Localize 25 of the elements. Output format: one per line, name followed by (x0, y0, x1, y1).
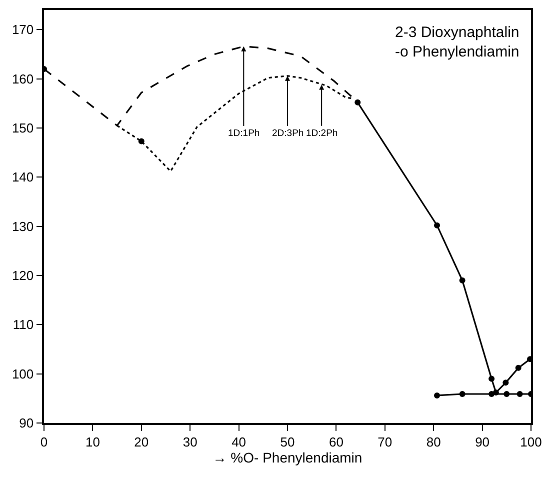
annotation: 1D:1Ph (228, 128, 260, 139)
y-tick-label: 150 (12, 120, 34, 136)
y-tick-label: 170 (12, 22, 34, 38)
x-tick-label: 30 (182, 434, 198, 450)
y-tick-label: 110 (12, 317, 34, 332)
annotation: 2D:3Ph (272, 128, 304, 139)
x-axis-title: → %O- Phenylendiamin (212, 449, 362, 466)
annotation: 1D:2Ph (306, 128, 338, 139)
y-tick-label: 140 (12, 170, 34, 185)
x-tick-label: 10 (85, 434, 100, 450)
x-tick-label: 50 (280, 434, 295, 450)
x-tick-label: 0 (40, 434, 48, 450)
y-tick-label: 160 (12, 71, 34, 86)
x-tick-label: 20 (134, 434, 149, 450)
x-tick-label: 90 (475, 434, 490, 450)
text: 2-3 Dioxynaphtalin -o Phenylendiamin (395, 24, 520, 60)
x-tick-label: 40 (232, 434, 246, 450)
x-tick-label: 60 (328, 434, 344, 450)
x-tick-label: 70 (378, 434, 392, 450)
x-tick-label: 100 (520, 434, 542, 450)
y-tick-label: 90 (19, 416, 34, 431)
y-tick-label: 120 (12, 268, 34, 284)
y-tick-label: 130 (12, 218, 34, 234)
y-tick-label: 100 (12, 366, 34, 382)
x-tick-label: 80 (426, 434, 441, 450)
